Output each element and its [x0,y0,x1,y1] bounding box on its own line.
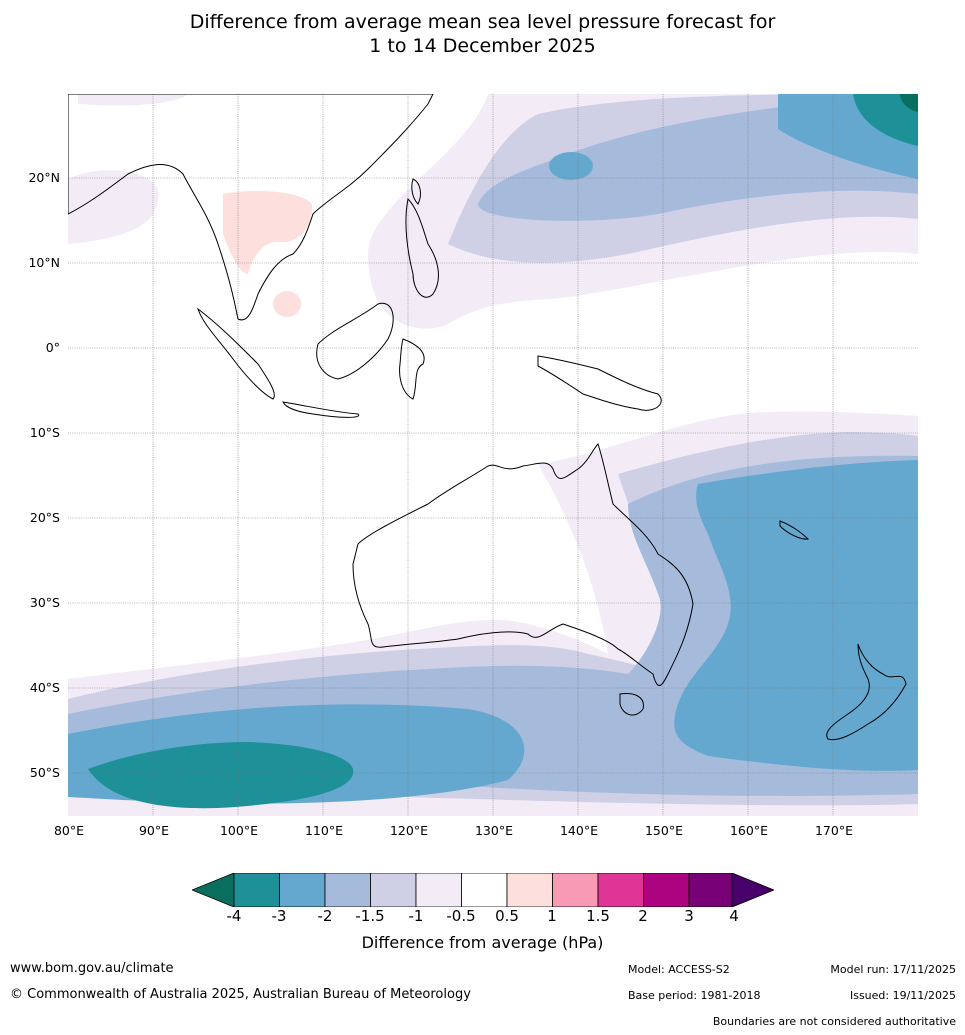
colorbar-tick: -1 [408,907,424,925]
lon-label-90e: 90°E [138,823,170,838]
colorbar-tick: 3 [684,907,694,925]
coast-tasmania [619,693,644,716]
lat-label-20s: 20°S [29,510,60,525]
colorbar-tick: 1 [547,907,557,925]
colorbar-tick: 0.5 [495,907,519,925]
coast-australia [352,443,694,686]
colorbar-bin-9 [597,873,644,907]
colorbar-tick: -2 [317,907,333,925]
map-title: Difference from average mean sea level p… [0,10,965,58]
coast-new-guinea [537,355,662,411]
lat-label-20n: 20°N [28,170,60,185]
colorbar-bin-11 [688,873,733,907]
colorbar-tick: 1.5 [586,907,610,925]
lon-label-120e: 120°E [389,823,428,838]
lat-label-30s: 30°S [29,595,60,610]
colorbar-bin-7 [506,873,553,907]
contour-nw-minus05 [68,170,159,244]
coast-asia-mainland [68,94,434,321]
lat-label-10n: 10°N [28,255,60,270]
coastlines [68,94,907,741]
coast-borneo [316,302,394,380]
contour-indochina-plus05 [223,191,313,274]
base-period: Base period: 1981-2018 [628,989,761,1002]
model-run-date: Model run: 17/11/2025 [830,963,956,976]
graticule [68,94,918,816]
boundaries-disclaimer: Boundaries are not considered authoritat… [712,1015,956,1028]
pressure-anomaly-map [68,94,918,816]
contour-top-minus05 [78,94,188,106]
lon-label-110e: 110°E [304,823,343,838]
colorbar-tick: -3 [271,907,287,925]
lon-label-80e: 80°E [53,823,85,838]
website-link[interactable]: www.bom.gov.au/climate [10,961,174,976]
contour-n-minus2-small [549,152,593,180]
colorbar-label: Difference from average (hPa) [361,933,604,952]
contour-n-minus3 [853,94,918,146]
issued-date: Issued: 19/11/2025 [849,989,956,1002]
coast-sulawesi [399,338,425,400]
contour-n-minus4 [900,94,918,112]
title-line-2: 1 to 14 December 2025 [369,35,596,57]
lon-label-140e: 140°E [559,823,598,838]
colorbar-tick: -1.5 [355,907,385,925]
colorbar-extend-high [731,873,774,907]
colorbar-bin-10 [643,873,690,907]
lat-label-50s: 50°S [29,765,60,780]
colorbar-extend-low [192,873,235,907]
colorbar-bin-4 [370,873,417,907]
colorbar [192,873,774,907]
lon-label-150e: 150°E [644,823,683,838]
colorbar-tick: -4 [226,907,242,925]
lat-label-10s: 10°S [29,425,60,440]
contour-s-minus3 [88,742,354,809]
model-name: Model: ACCESS-S2 [628,963,730,976]
colorbar-tick: -0.5 [446,907,476,925]
lon-label-170e: 170°E [814,823,853,838]
lat-label-40s: 40°S [29,680,60,695]
lon-label-160e: 160°E [729,823,768,838]
contour-s-minus2 [674,460,918,771]
colorbar-bin-5 [415,873,462,907]
colorbar-tick: 4 [729,907,739,925]
colorbar-bin-8 [552,873,599,907]
title-line-1: Difference from average mean sea level p… [189,11,776,33]
colorbar-tick: 2 [638,907,648,925]
copyright-notice: © Commonwealth of Australia 2025, Austra… [10,987,471,1002]
coast-philippines [405,197,439,298]
lon-label-130e: 130°E [474,823,513,838]
map-panel [68,94,918,816]
coast-sumatra [197,307,275,400]
colorbar-bin-1 [233,873,280,907]
coast-taiwan [411,178,421,205]
coast-new-caledonia [779,520,810,540]
colorbar-bin-3 [324,873,371,907]
lat-label-0: 0° [45,340,60,355]
colorbar-bin-2 [279,873,326,907]
colorbar-bin-6 [461,873,508,907]
lon-label-100e: 100°E [219,823,258,838]
contour-scs-plus05 [273,291,301,317]
coast-java [282,401,360,418]
coast-new-zealand [826,643,907,741]
